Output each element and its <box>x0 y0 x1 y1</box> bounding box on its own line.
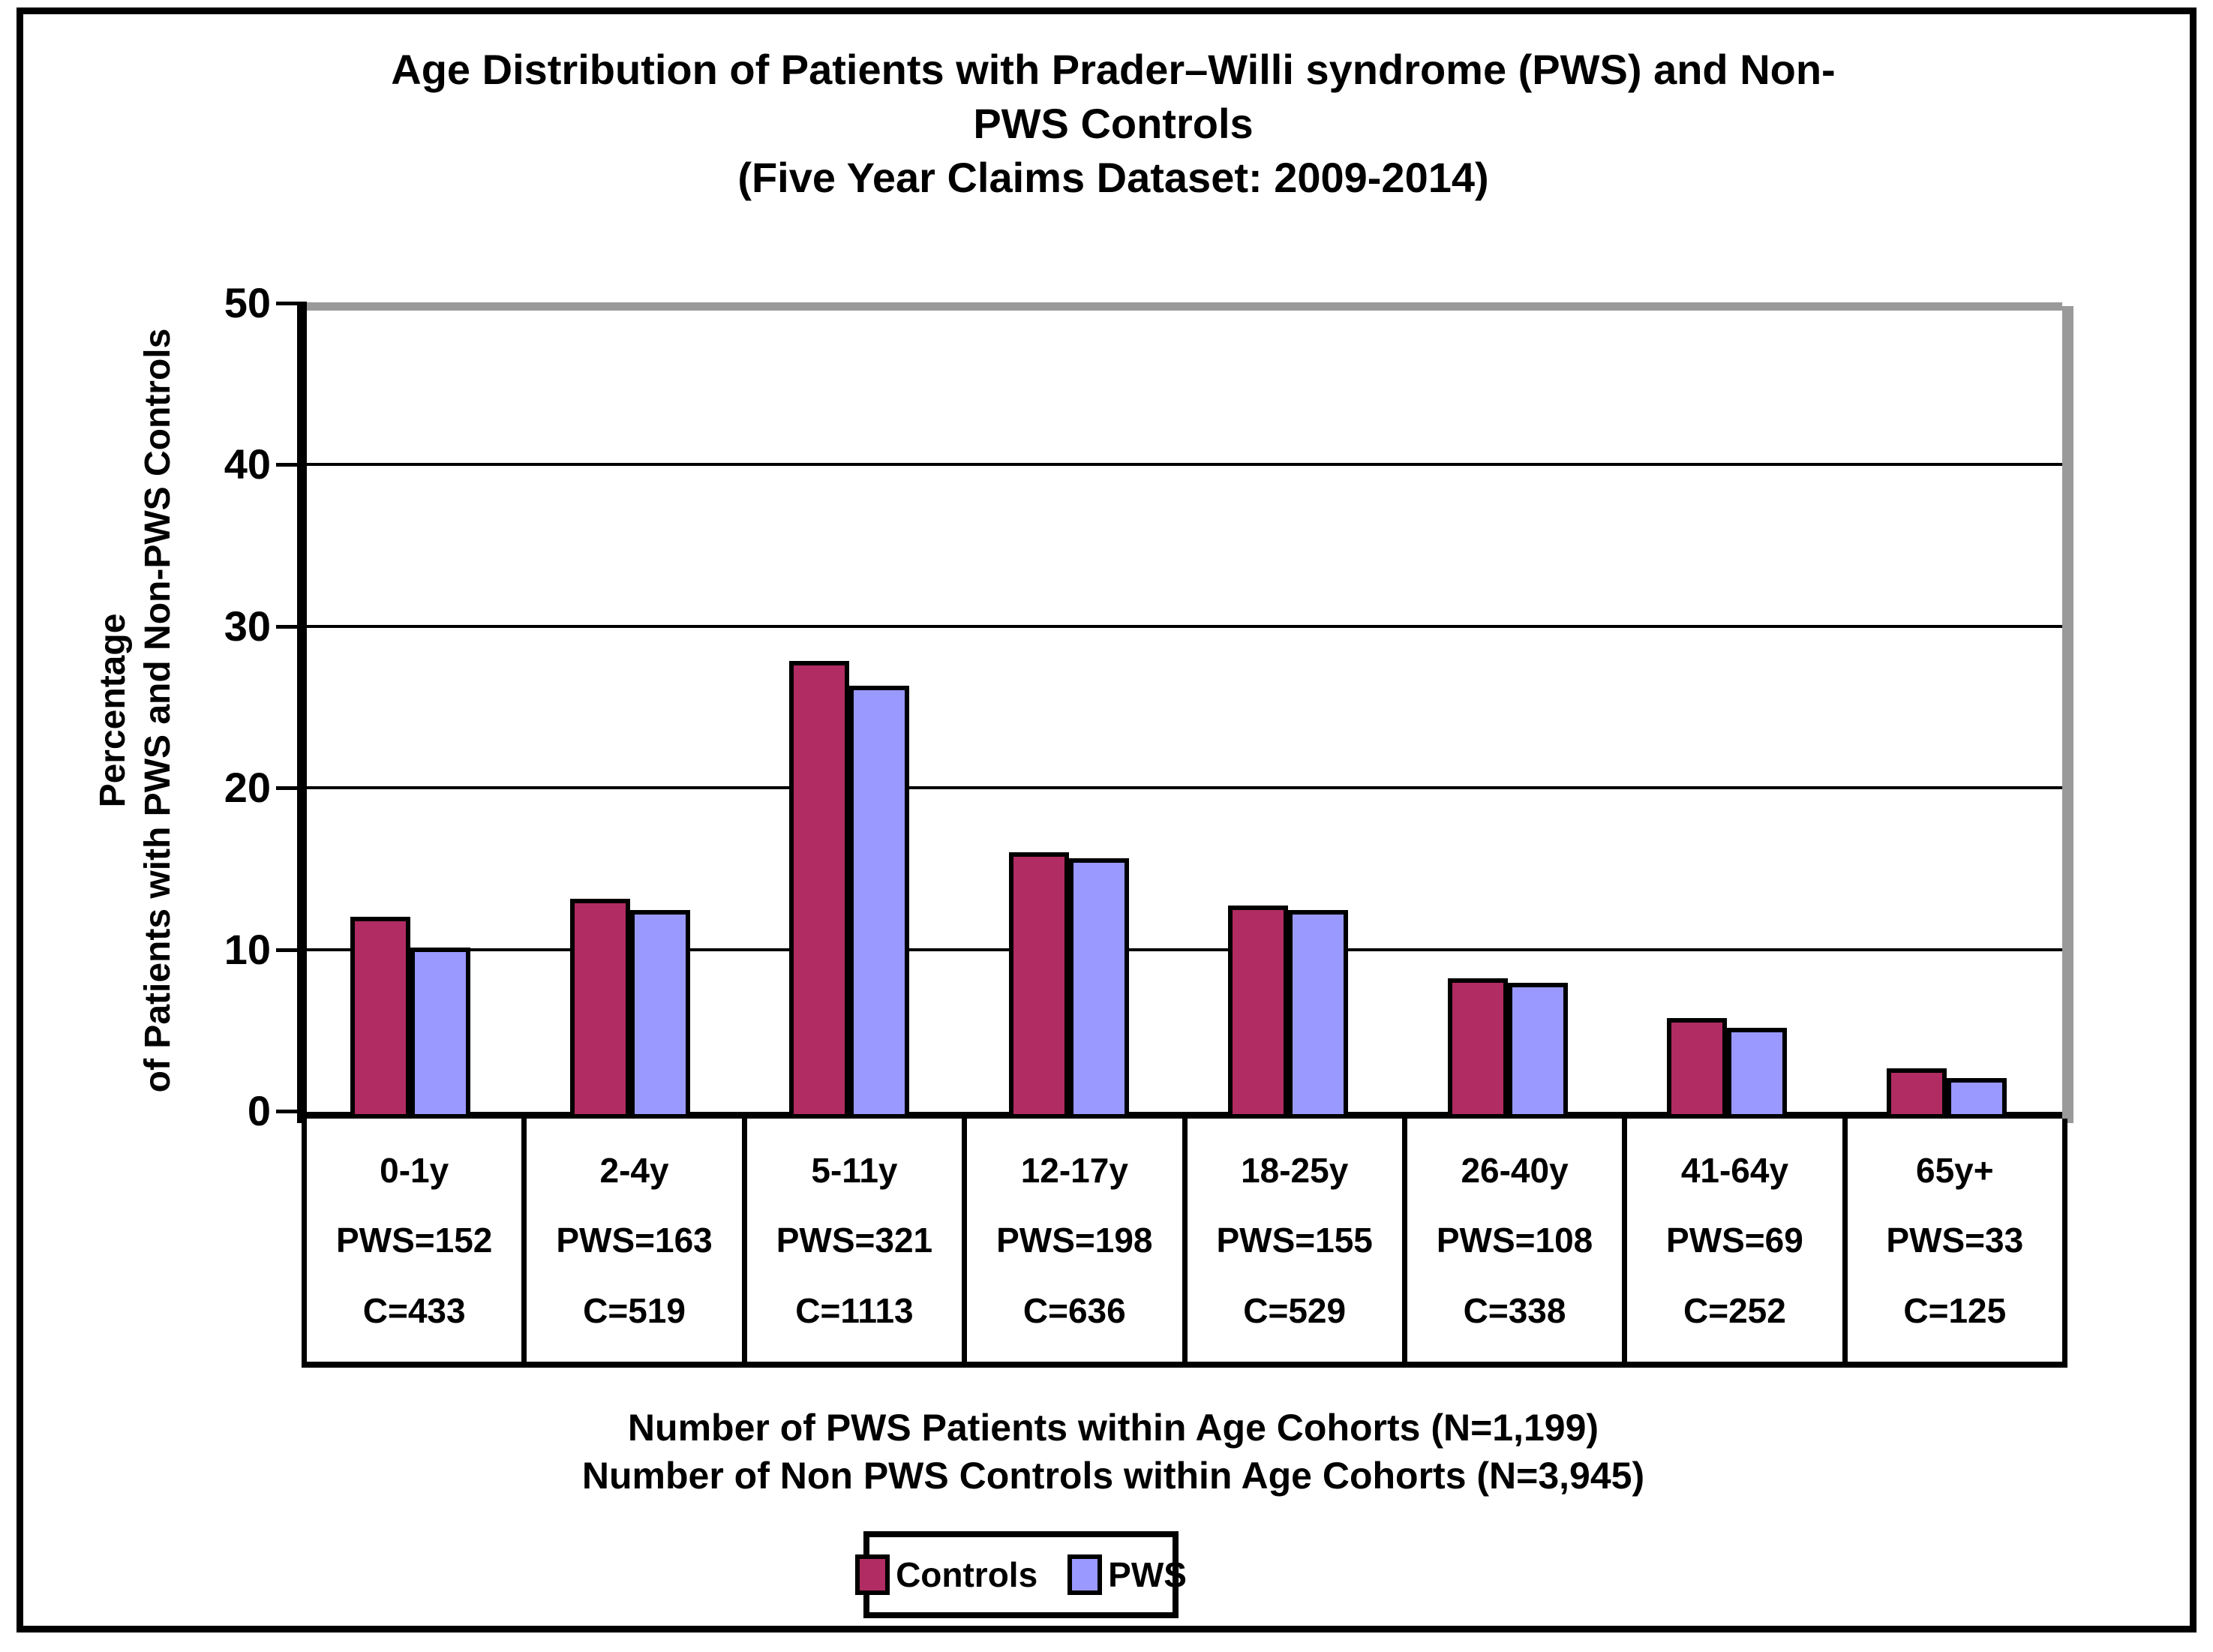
x-axis-baseline <box>307 1112 2062 1119</box>
legend-label-controls: Controls <box>896 1555 1038 1594</box>
bar-controls-26-40y <box>1447 978 1508 1119</box>
y-tick-30 <box>276 624 297 629</box>
y-tick-50 <box>276 302 297 305</box>
y-tick-label-50: 50 <box>224 279 271 326</box>
pws-count-label: PWS=198 <box>996 1221 1153 1260</box>
legend: Controls PWS <box>855 1531 1187 1618</box>
category-label: 2-4y <box>599 1150 669 1190</box>
controls-count-label: C=1113 <box>795 1290 914 1330</box>
plot-frame-shadow <box>2062 306 2073 1123</box>
controls-count-label: C=125 <box>1903 1290 2007 1330</box>
category-label: 0-1y <box>380 1150 449 1190</box>
bar-controls-65y+ <box>1886 1068 1947 1119</box>
axis-caption-line2: Number of Non PWS Controls within Age Co… <box>581 1455 1645 1497</box>
pws-count-label: PWS=33 <box>1886 1221 2024 1260</box>
axis-caption-line1: Number of PWS Patients within Age Cohort… <box>627 1407 1599 1449</box>
legend-item-controls: Controls <box>855 1554 1037 1595</box>
gridline-40 <box>307 463 2062 467</box>
chart-title-line3: (Five Year Claims Dataset: 2009-2014) <box>737 154 1489 201</box>
pws-legend-swatch-icon <box>1067 1554 1103 1595</box>
category-cell-0-1y: 0-1y PWS=152 C=433 <box>302 1119 521 1362</box>
bar-controls-41-64y <box>1667 1018 1728 1119</box>
controls-count-label: C=529 <box>1243 1290 1347 1330</box>
y-tick-label-30: 30 <box>224 602 271 650</box>
category-label: 41-64y <box>1680 1150 1789 1190</box>
controls-legend-swatch-icon <box>855 1554 890 1595</box>
bar-pws-12-17y <box>1068 858 1129 1119</box>
y-tick-0 <box>276 1110 297 1113</box>
y-axis-title-line2: of Patients with PWS and Non-PWS Control… <box>138 328 178 1093</box>
legend-item-pws: PWS <box>1067 1554 1187 1595</box>
axis-caption: Number of PWS Patients within Age Cohort… <box>23 1404 2203 1500</box>
bar-pws-0-1y <box>410 948 471 1119</box>
chart-title-line2: PWS Controls <box>973 100 1254 147</box>
chart-title: Age Distribution of Patients with Prader… <box>23 43 2203 205</box>
controls-count-label: C=252 <box>1683 1290 1786 1330</box>
pws-count-label: PWS=152 <box>335 1221 493 1260</box>
bar-pws-41-64y <box>1727 1028 1788 1119</box>
category-label: 26-40y <box>1461 1150 1569 1190</box>
y-tick-10 <box>276 948 297 952</box>
legend-label-pws: PWS <box>1108 1555 1187 1594</box>
gridline-30 <box>307 624 2062 628</box>
bar-controls-5-11y <box>789 661 850 1119</box>
y-axis-line <box>297 302 307 1123</box>
controls-count-label: C=636 <box>1022 1290 1126 1330</box>
category-label: 12-17y <box>1020 1150 1128 1190</box>
bar-pws-18-25y <box>1288 910 1349 1119</box>
pws-count-label: PWS=321 <box>776 1221 933 1260</box>
controls-count-label: C=519 <box>583 1290 686 1330</box>
y-tick-label-0: 0 <box>247 1087 271 1134</box>
bar-pws-65y+ <box>1946 1078 2007 1119</box>
category-cell-5-11y: 5-11y PWS=321 C=1113 <box>741 1119 962 1362</box>
category-cell-65y+: 65y+ PWS=33 C=125 <box>1842 1119 2062 1362</box>
gridline-10 <box>307 948 2062 951</box>
y-tick-40 <box>276 463 297 467</box>
controls-count-label: C=338 <box>1463 1290 1566 1330</box>
pws-count-label: PWS=108 <box>1436 1221 1593 1260</box>
pws-count-label: PWS=155 <box>1216 1221 1373 1260</box>
figure-border: Age Distribution of Patients with Prader… <box>17 8 2196 1632</box>
category-label: 18-25y <box>1241 1150 1349 1190</box>
bar-pws-2-4y <box>629 910 690 1119</box>
bar-pws-5-11y <box>849 686 910 1119</box>
plot-area <box>307 302 2062 1119</box>
category-cell-18-25y: 18-25y PWS=155 C=529 <box>1182 1119 1402 1362</box>
pws-count-label: PWS=163 <box>556 1221 713 1260</box>
gridline-50 <box>307 302 2062 311</box>
y-tick-label-20: 20 <box>224 764 271 812</box>
category-cell-12-17y: 12-17y PWS=198 C=636 <box>962 1119 1182 1362</box>
category-axis-table: 0-1y PWS=152 C=433 2-4y PWS=163 C=519 5-11y PWS… <box>302 1119 2067 1368</box>
y-tick-20 <box>276 786 297 791</box>
bar-pws-26-40y <box>1507 983 1568 1119</box>
bar-controls-12-17y <box>1008 852 1069 1119</box>
controls-count-label: C=433 <box>362 1290 466 1330</box>
gridline-20 <box>307 786 2062 790</box>
y-axis-title-line1: Percentage <box>93 613 133 808</box>
category-label: 5-11y <box>811 1150 898 1190</box>
y-axis-title: Percentage of Patients with PWS and Non-… <box>91 185 181 1236</box>
bar-controls-2-4y <box>569 899 630 1119</box>
category-label: 65y+ <box>1916 1150 1994 1190</box>
category-cell-2-4y: 2-4y PWS=163 C=519 <box>521 1119 741 1362</box>
y-tick-label-40: 40 <box>224 440 271 488</box>
bar-controls-18-25y <box>1228 906 1289 1119</box>
category-cell-26-40y: 26-40y PWS=108 C=338 <box>1401 1119 1622 1362</box>
pws-count-label: PWS=69 <box>1666 1221 1803 1260</box>
chart-title-line1: Age Distribution of Patients with Prader… <box>391 46 1836 93</box>
y-tick-label-10: 10 <box>224 925 271 973</box>
category-cell-41-64y: 41-64y PWS=69 C=252 <box>1622 1119 1842 1362</box>
bar-controls-0-1y <box>350 917 411 1119</box>
